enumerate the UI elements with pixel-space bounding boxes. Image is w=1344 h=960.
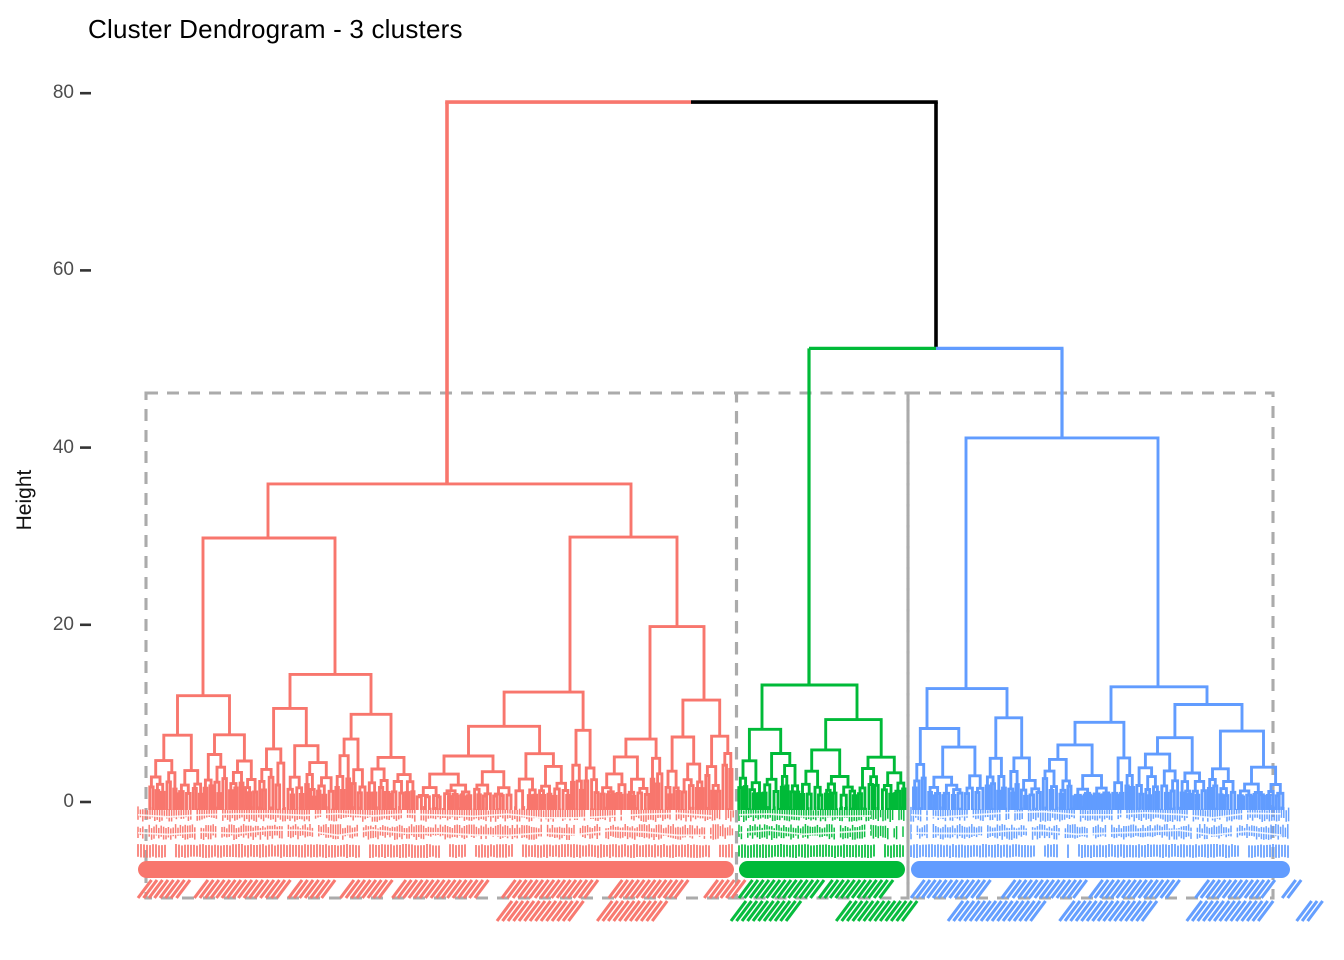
chart-title: Cluster Dendrogram - 3 clusters [88, 14, 463, 44]
y-axis-tick-marks [80, 91, 91, 804]
y-tick-label: 20 [52, 613, 74, 635]
cluster-3-branches [912, 436, 1285, 810]
cluster-boxes [144, 391, 1275, 900]
leaf-label-bands [136, 806, 1324, 922]
y-tick-label: 60 [52, 259, 74, 281]
y-tick-label: 80 [52, 82, 74, 104]
cluster-box-3 [906, 391, 1275, 900]
root-branches [445, 100, 1064, 685]
cluster-box-1 [144, 391, 739, 900]
y-tick-label: 40 [52, 436, 74, 458]
cluster-box-2 [734, 391, 910, 900]
cluster-1-branches [148, 482, 734, 810]
y-tick-label: 0 [63, 791, 74, 812]
cluster-2-branches [737, 683, 907, 810]
